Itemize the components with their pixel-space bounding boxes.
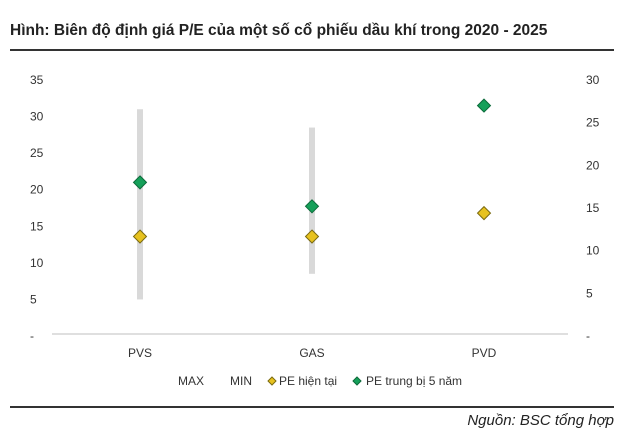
right-tick-label: 20 — [586, 158, 600, 172]
right-tick-label: 5 — [586, 286, 593, 300]
left-tick-label: 5 — [30, 292, 37, 306]
category-labels: PVS GAS PVD — [128, 346, 497, 360]
bottom-divider — [10, 406, 614, 408]
category-label: PVS — [128, 346, 152, 360]
left-tick-label: 20 — [30, 183, 44, 197]
right-axis: 30 25 20 15 10 5 - — [586, 73, 600, 343]
left-axis: 35 30 25 20 15 10 5 - — [30, 73, 44, 343]
legend-min-label: MIN — [230, 374, 252, 388]
right-tick-label: 10 — [586, 244, 600, 258]
left-tick-label: 35 — [30, 73, 44, 87]
legend-max-label: MAX — [178, 374, 204, 388]
source-note: Nguồn: BSC tổng hợp — [467, 412, 614, 429]
pe-current-marker-pvs — [132, 229, 148, 244]
right-tick-label: - — [586, 329, 590, 343]
range-bar-pvs — [137, 109, 143, 300]
pe-current-marker-gas — [304, 229, 320, 244]
category-label: GAS — [299, 346, 324, 360]
pe-avg-marker-pvd — [476, 98, 492, 113]
right-tick-label: 15 — [586, 201, 600, 215]
markers — [132, 98, 492, 244]
left-tick-label: 10 — [30, 256, 44, 270]
right-tick-label: 30 — [586, 73, 600, 87]
legend: MAX MIN PE hiện tại PE trung bị 5 năm — [178, 374, 462, 388]
left-tick-label: - — [30, 329, 34, 343]
legend-pe-avg-icon — [352, 376, 362, 386]
left-tick-label: 25 — [30, 146, 44, 160]
left-tick-label: 30 — [30, 110, 44, 124]
top-divider — [10, 49, 614, 51]
chart-title: Hình: Biên độ định giá P/E của một số cổ… — [10, 22, 548, 39]
left-tick-label: 15 — [30, 219, 44, 233]
right-tick-label: 25 — [586, 116, 600, 130]
legend-pe-current-icon — [267, 376, 277, 386]
pe-avg-marker-gas — [304, 199, 320, 214]
legend-pe-current-label: PE hiện tại — [279, 374, 337, 388]
category-label: PVD — [472, 346, 497, 360]
range-bars — [137, 109, 315, 300]
legend-pe-avg-label: PE trung bị 5 năm — [366, 374, 462, 388]
pe-current-marker-pvd — [476, 205, 492, 221]
pe-avg-marker-pvs — [132, 175, 148, 190]
